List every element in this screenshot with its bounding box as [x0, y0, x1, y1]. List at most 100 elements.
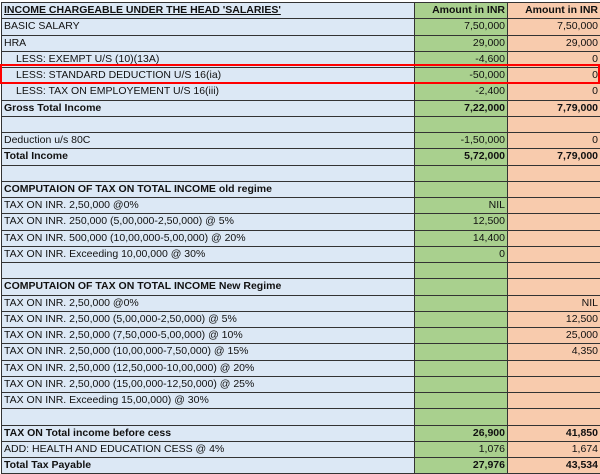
old-regime-amount[interactable]: -1,50,000 [415, 133, 508, 149]
new-regime-amount[interactable]: 0 [508, 68, 600, 84]
old-regime-amount[interactable] [415, 311, 508, 327]
table-row [2, 409, 600, 425]
new-regime-amount[interactable] [508, 246, 600, 262]
row-label[interactable]: TAX ON INR. 500,000 (10,00,000-5,00,000)… [2, 230, 415, 246]
row-label[interactable]: TAX ON INR. Exceeding 10,00,000 @ 30% [2, 246, 415, 262]
header-old-regime: Amount in INR [415, 3, 508, 19]
row-label[interactable]: Deduction u/s 80C [2, 133, 415, 149]
new-regime-amount[interactable] [508, 181, 600, 197]
table-row: TAX ON INR. 250,000 (5,00,000-2,50,000) … [2, 214, 600, 230]
new-regime-amount[interactable] [508, 360, 600, 376]
row-label[interactable]: TAX ON INR. 2,50,000 (15,00,000-12,50,00… [2, 376, 415, 392]
new-regime-amount[interactable] [508, 165, 600, 181]
old-regime-amount[interactable] [415, 279, 508, 295]
old-regime-amount[interactable]: 29,000 [415, 35, 508, 51]
old-regime-amount[interactable]: -4,600 [415, 51, 508, 67]
row-label[interactable]: COMPUTAION OF TAX ON TOTAL INCOME New Re… [2, 279, 415, 295]
new-regime-amount[interactable]: 7,79,000 [508, 100, 600, 116]
new-regime-amount[interactable]: 7,79,000 [508, 149, 600, 165]
old-regime-amount[interactable]: NIL [415, 198, 508, 214]
row-label[interactable]: BASIC SALARY [2, 19, 415, 35]
row-label[interactable]: TAX ON INR. 2,50,000 (12,50,000-10,00,00… [2, 360, 415, 376]
row-label[interactable]: TAX ON INR. 2,50,000 (10,00,000-7,50,000… [2, 344, 415, 360]
old-regime-amount[interactable] [415, 328, 508, 344]
row-label[interactable]: TAX ON INR. 2,50,000 (5,00,000-2,50,000)… [2, 311, 415, 327]
row-label[interactable]: LESS: STANDARD DEDUCTION U/S 16(ia) [2, 68, 415, 84]
old-regime-amount[interactable] [415, 263, 508, 279]
new-regime-amount[interactable] [508, 376, 600, 392]
old-regime-amount[interactable] [415, 360, 508, 376]
table-row: TAX ON INR. 500,000 (10,00,000-5,00,000)… [2, 230, 600, 246]
old-regime-amount[interactable]: 26,900 [415, 425, 508, 441]
table-row: COMPUTAION OF TAX ON TOTAL INCOME New Re… [2, 279, 600, 295]
table-row: TAX ON INR. 2,50,000 (5,00,000-2,50,000)… [2, 311, 600, 327]
table-row: TAX ON INR. 2,50,000 (7,50,000-5,00,000)… [2, 328, 600, 344]
new-regime-amount[interactable] [508, 409, 600, 425]
row-label[interactable] [2, 263, 415, 279]
new-regime-amount[interactable] [508, 230, 600, 246]
old-regime-amount[interactable] [415, 165, 508, 181]
row-label[interactable]: TAX ON Total income before cess [2, 425, 415, 441]
old-regime-amount[interactable] [415, 409, 508, 425]
table-row: TAX ON INR. 2,50,000 (15,00,000-12,50,00… [2, 376, 600, 392]
row-label[interactable] [2, 116, 415, 132]
row-label[interactable]: TAX ON INR. 2,50,000 @0% [2, 295, 415, 311]
row-label[interactable] [2, 409, 415, 425]
old-regime-amount[interactable]: 1,076 [415, 441, 508, 457]
row-label[interactable]: TAX ON INR. 2,50,000 @0% [2, 198, 415, 214]
new-regime-amount[interactable]: 41,850 [508, 425, 600, 441]
new-regime-amount[interactable]: 0 [508, 51, 600, 67]
row-label[interactable]: TAX ON INR. Exceeding 15,00,000) @ 30% [2, 393, 415, 409]
old-regime-amount[interactable]: 5,72,000 [415, 149, 508, 165]
old-regime-amount[interactable]: 12,500 [415, 214, 508, 230]
row-label[interactable]: TAX ON INR. 250,000 (5,00,000-2,50,000) … [2, 214, 415, 230]
old-regime-amount[interactable] [415, 344, 508, 360]
new-regime-amount[interactable] [508, 116, 600, 132]
header-row: INCOME CHARGEABLE UNDER THE HEAD 'SALARI… [2, 3, 600, 19]
old-regime-amount[interactable] [415, 181, 508, 197]
old-regime-amount[interactable]: 0 [415, 246, 508, 262]
old-regime-amount[interactable]: 7,50,000 [415, 19, 508, 35]
new-regime-amount[interactable]: 4,350 [508, 344, 600, 360]
old-regime-amount[interactable] [415, 116, 508, 132]
row-label[interactable]: LESS: EXEMPT U/S (10)(13A) [2, 51, 415, 67]
old-regime-amount[interactable] [415, 295, 508, 311]
row-label[interactable]: Total Tax Payable [2, 458, 415, 474]
row-label[interactable]: HRA [2, 35, 415, 51]
row-label[interactable]: COMPUTAION OF TAX ON TOTAL INCOME old re… [2, 181, 415, 197]
new-regime-amount[interactable]: 7,50,000 [508, 19, 600, 35]
old-regime-amount[interactable]: 27,976 [415, 458, 508, 474]
old-regime-amount[interactable]: 7,22,000 [415, 100, 508, 116]
row-label[interactable]: ADD: HEALTH AND EDUCATION CESS @ 4% [2, 441, 415, 457]
old-regime-amount[interactable]: -50,000 [415, 68, 508, 84]
new-regime-amount[interactable]: 43,534 [508, 458, 600, 474]
row-label[interactable] [2, 165, 415, 181]
new-regime-amount[interactable] [508, 263, 600, 279]
new-regime-amount[interactable]: 29,000 [508, 35, 600, 51]
row-label[interactable]: Gross Total Income [2, 100, 415, 116]
row-label[interactable]: LESS: TAX ON EMPLOYEMENT U/S 16(iii) [2, 84, 415, 100]
new-regime-amount[interactable]: 0 [508, 84, 600, 100]
new-regime-amount[interactable] [508, 393, 600, 409]
row-label[interactable]: Total Income [2, 149, 415, 165]
new-regime-amount[interactable]: 1,674 [508, 441, 600, 457]
row-label[interactable]: TAX ON INR. 2,50,000 (7,50,000-5,00,000)… [2, 328, 415, 344]
new-regime-amount[interactable]: 25,000 [508, 328, 600, 344]
new-regime-amount[interactable]: 0 [508, 133, 600, 149]
old-regime-amount[interactable] [415, 393, 508, 409]
new-regime-amount[interactable] [508, 214, 600, 230]
new-regime-amount[interactable] [508, 279, 600, 295]
old-regime-amount[interactable]: 14,400 [415, 230, 508, 246]
old-regime-amount[interactable]: -2,400 [415, 84, 508, 100]
table-row: TAX ON INR. 2,50,000 (10,00,000-7,50,000… [2, 344, 600, 360]
new-regime-amount[interactable] [508, 198, 600, 214]
new-regime-amount[interactable]: 12,500 [508, 311, 600, 327]
new-regime-amount[interactable]: NIL [508, 295, 600, 311]
old-regime-amount[interactable] [415, 376, 508, 392]
